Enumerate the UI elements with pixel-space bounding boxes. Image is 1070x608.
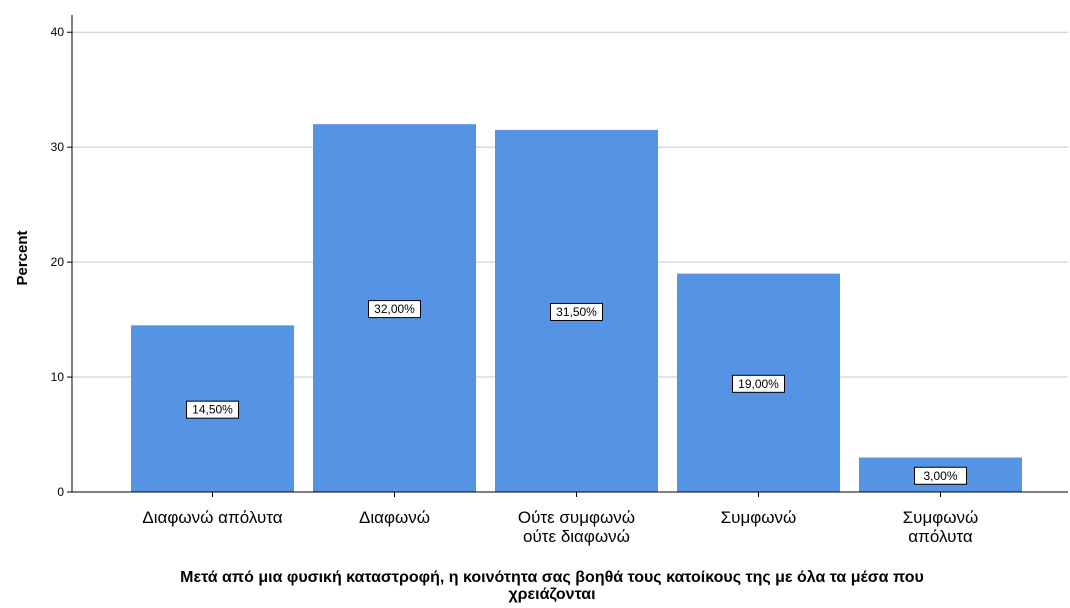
data-label: 31,50%	[550, 302, 603, 321]
data-label: 3,00%	[914, 466, 967, 485]
data-label-box	[914, 466, 967, 485]
x-tick-label: Διαφωνώ απόλυτα	[142, 508, 282, 527]
data-label-box	[732, 374, 785, 393]
data-label-text: 3,00%	[923, 469, 957, 483]
y-tick-label: 10	[51, 370, 65, 384]
x-tick-label: Συμφωνώ απόλυτα	[903, 508, 979, 546]
data-label-box	[368, 300, 421, 319]
data-label: 32,00%	[368, 300, 421, 319]
y-tick-label: 40	[51, 25, 65, 39]
x-tick-label: Ούτε συμφωνώ ούτε διαφωνώ	[518, 508, 635, 546]
y-tick-label: 20	[51, 255, 65, 269]
data-label-box	[186, 400, 239, 419]
data-label-box	[550, 302, 603, 321]
data-label-text: 32,00%	[374, 302, 415, 316]
data-label: 14,50%	[186, 400, 239, 419]
data-label-text: 31,50%	[556, 305, 597, 319]
data-label-text: 14,50%	[192, 403, 233, 417]
x-tick-label: Συμφωνώ	[721, 508, 797, 527]
y-tick-label: 30	[51, 140, 65, 154]
axes: 0 10 20 30 40 Διαφωνώ απόλυτα Διαφωνώ Ούτε συμφ…	[51, 15, 1068, 546]
y-axis-title: Percent	[14, 230, 31, 285]
x-axis-title: Μετά από μια φυσική καταστροφή, η κοινότ…	[180, 569, 924, 603]
y-tick-label: 0	[57, 485, 64, 499]
data-label-text: 19,00%	[738, 377, 779, 391]
data-labels: 14,50% 32,00% 31,50% 19,00% 3,00%	[186, 300, 967, 485]
x-tick-label: Διαφωνώ	[359, 508, 430, 527]
data-label: 19,00%	[732, 374, 785, 393]
